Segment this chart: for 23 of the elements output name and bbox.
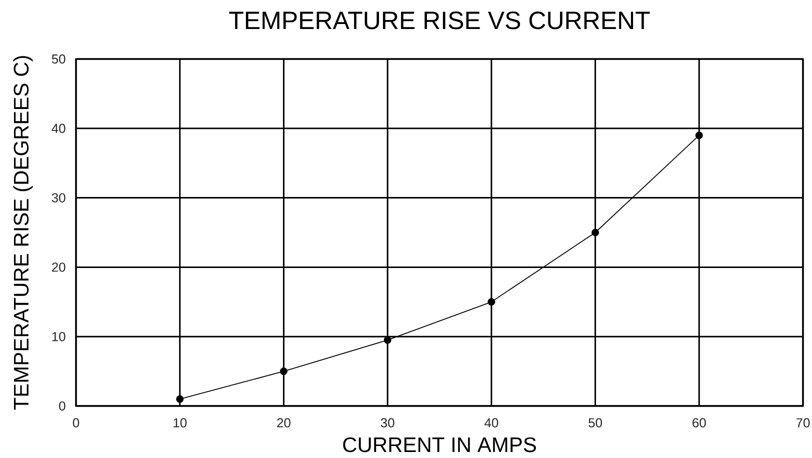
x-tick-label: 0	[72, 418, 80, 428]
x-tick-label: 50	[588, 418, 602, 428]
x-tick-label: 70	[796, 418, 810, 428]
y-tick-label: 30	[52, 193, 66, 202]
point	[488, 298, 496, 306]
y-tick-label: 0	[59, 401, 66, 411]
y-tick-label: 10	[52, 332, 66, 342]
chart-title: TEMPERATURE RISE VS CURRENT	[229, 12, 650, 30]
x-axis-title: CURRENT IN AMPS	[343, 437, 536, 452]
point	[280, 368, 288, 376]
y-axis-title: TEMPERATURE RISE (DEGREES C)	[13, 56, 33, 410]
x-tick-label: 30	[380, 418, 394, 428]
point	[695, 132, 703, 140]
point	[592, 228, 600, 236]
x-tick-label: 10	[174, 418, 187, 428]
x-tick-label: 60	[692, 418, 706, 428]
point	[176, 395, 184, 403]
y-tick-label: 40	[52, 124, 66, 133]
x-tick-label: 40	[484, 418, 498, 428]
x-tick-label: 20	[277, 418, 290, 428]
point	[384, 336, 392, 344]
y-tick-label: 20	[52, 262, 66, 272]
y-tick-label: 50	[52, 54, 66, 64]
